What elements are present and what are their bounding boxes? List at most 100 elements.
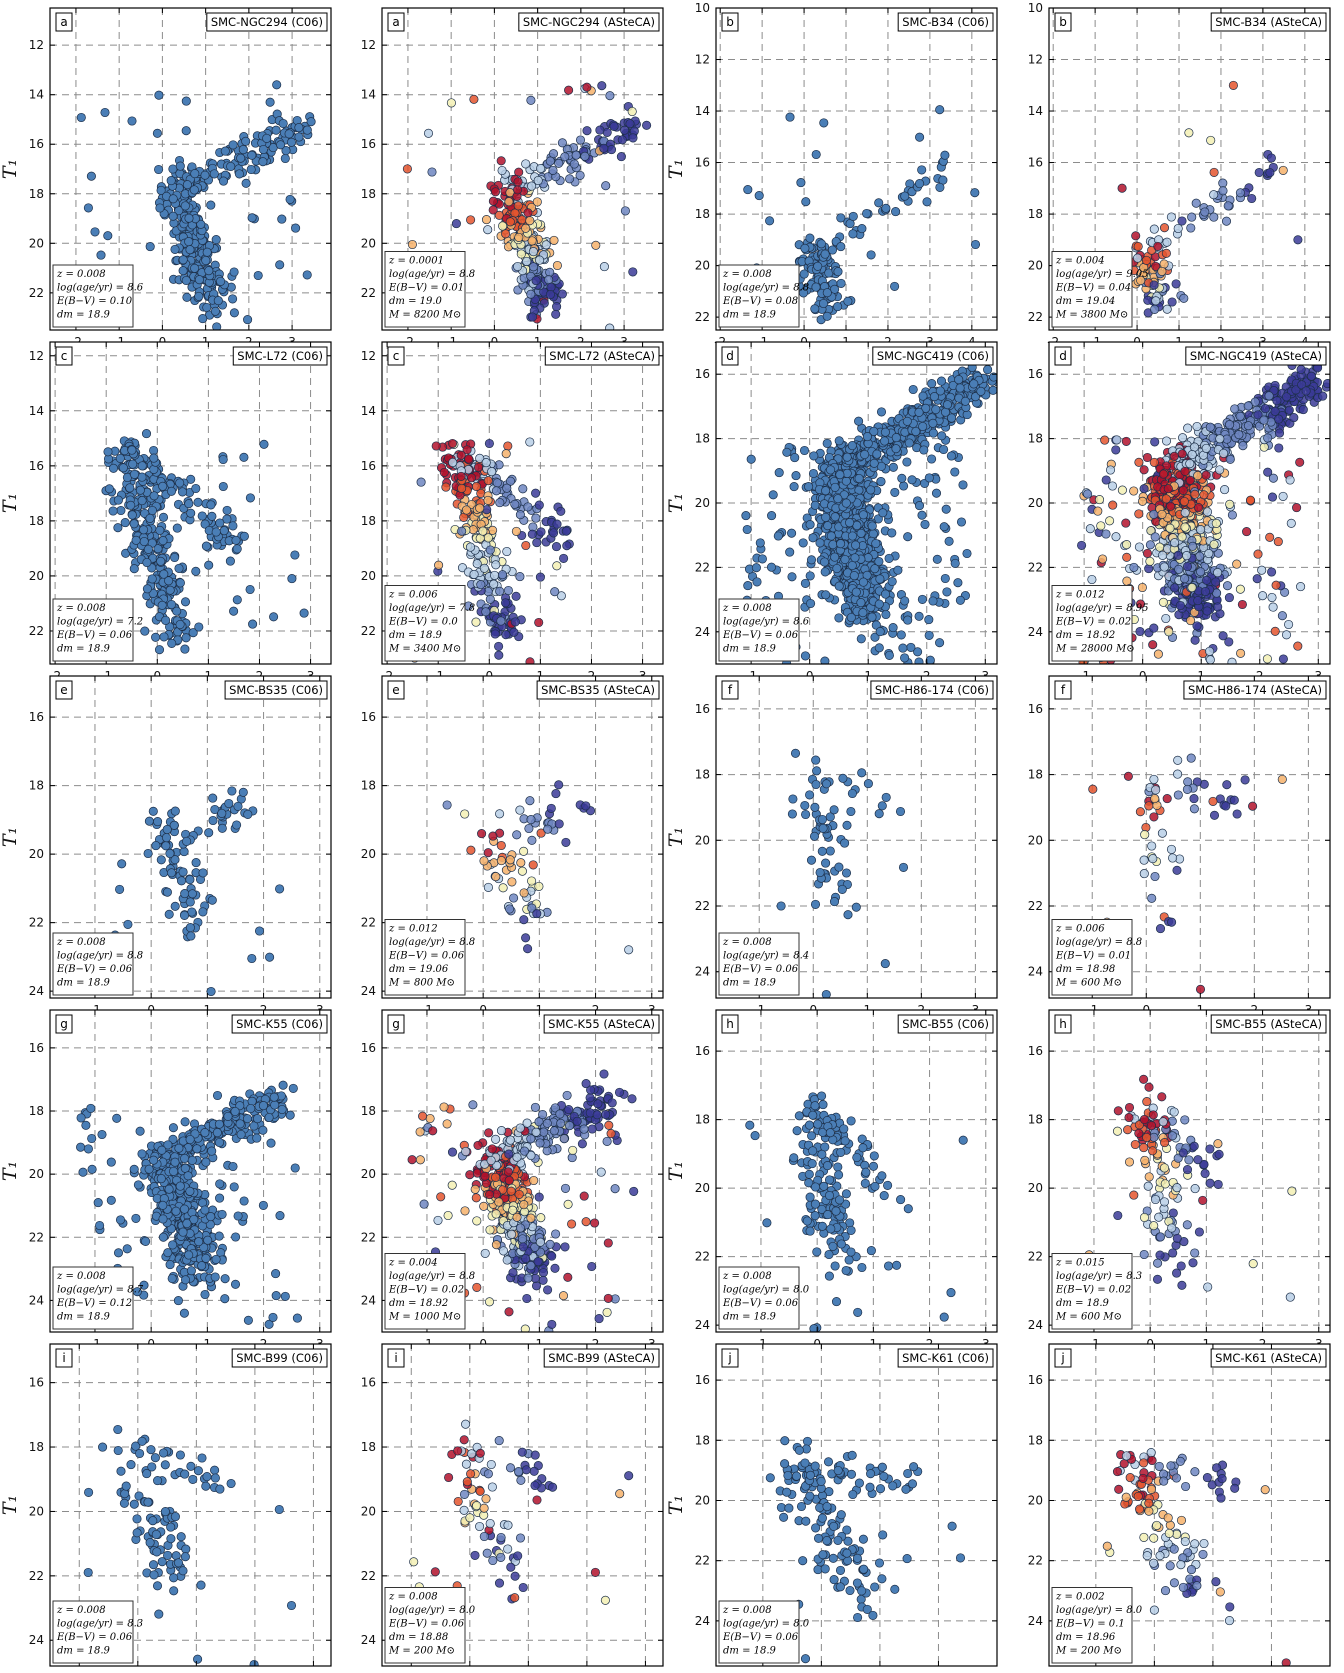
- fit-parameter-line: log(age/yr) = 8.95: [1056, 603, 1149, 614]
- star-point: [552, 561, 562, 571]
- star-point: [149, 445, 159, 456]
- star-point: [1278, 165, 1288, 175]
- y-tick-label: 14: [1028, 104, 1043, 118]
- star-point: [427, 167, 437, 177]
- star-point: [239, 452, 249, 462]
- star-point: [208, 793, 218, 803]
- star-point: [181, 633, 191, 643]
- star-point: [1215, 434, 1225, 444]
- star-point: [595, 125, 605, 135]
- y-tick-label: 22: [361, 286, 376, 300]
- star-point: [935, 638, 945, 648]
- star-point: [800, 243, 810, 253]
- star-point: [175, 161, 185, 171]
- star-point: [1235, 411, 1245, 421]
- star-point: [1277, 611, 1287, 621]
- y-tick-label: 14: [29, 88, 44, 102]
- grid: [1049, 8, 1330, 330]
- star-point: [854, 473, 864, 484]
- star-point: [1101, 529, 1111, 539]
- star-point: [431, 441, 441, 451]
- star-point: [1184, 128, 1194, 138]
- star-point: [166, 599, 177, 610]
- plot-frame: [1048, 7, 1331, 331]
- star-point: [1209, 190, 1219, 200]
- fit-parameter-line: E(B−V) = 0.06: [56, 630, 133, 641]
- star-point: [931, 488, 942, 498]
- star-point: [954, 375, 964, 385]
- star-point: [129, 564, 139, 574]
- star-point: [483, 476, 493, 486]
- star-point: [1202, 606, 1212, 616]
- star-point: [766, 562, 777, 572]
- star-point: [527, 181, 537, 191]
- fit-parameter-line: dm = 18.9: [389, 630, 443, 641]
- star-point: [560, 152, 570, 162]
- star-point: [873, 514, 883, 524]
- star-point: [1274, 443, 1284, 453]
- star-point: [551, 542, 562, 552]
- y-tick-label: 10: [1028, 1, 1043, 15]
- star-point: [534, 500, 544, 510]
- star-point: [521, 540, 531, 551]
- star-point: [872, 449, 882, 459]
- star-point: [914, 501, 925, 511]
- star-point: [1162, 237, 1172, 247]
- star-point: [501, 449, 511, 459]
- star-point: [1141, 255, 1152, 265]
- y-tick-label: 18: [1028, 432, 1043, 446]
- star-point: [875, 627, 885, 637]
- star-point: [153, 544, 163, 554]
- stars: [741, 362, 997, 664]
- star-point: [129, 519, 139, 529]
- star-point: [896, 630, 906, 640]
- star-point: [479, 563, 489, 573]
- star-point: [609, 121, 619, 131]
- star-point: [302, 270, 312, 280]
- star-point: [1177, 449, 1187, 459]
- star-point: [521, 159, 531, 169]
- star-point: [115, 453, 125, 463]
- star-point: [125, 483, 135, 493]
- star-point: [955, 383, 965, 393]
- star-point: [96, 250, 106, 260]
- star-point: [475, 453, 485, 463]
- star-point: [1267, 592, 1277, 603]
- star-point: [166, 486, 177, 496]
- star-point: [434, 560, 444, 570]
- star-point: [245, 493, 255, 503]
- star-point: [808, 533, 818, 543]
- star-point: [140, 626, 150, 636]
- y-tick-label: 20: [1028, 496, 1043, 510]
- star-point: [193, 497, 203, 507]
- star-point: [1289, 413, 1299, 423]
- star-point: [145, 242, 155, 252]
- y-tick-label: 14: [361, 88, 376, 102]
- star-point: [1151, 261, 1161, 271]
- star-point: [457, 483, 467, 493]
- star-point: [841, 476, 851, 486]
- star-point: [830, 552, 840, 562]
- star-point: [175, 578, 185, 588]
- star-point: [281, 146, 291, 156]
- y-tick-label: 16: [1028, 156, 1043, 170]
- star-point: [902, 416, 912, 426]
- star-point: [190, 169, 200, 179]
- fit-parameter-line: z = 0.008: [56, 603, 106, 614]
- y-axis-label: T₁: [665, 493, 687, 513]
- star-point: [884, 650, 894, 660]
- star-point: [549, 528, 559, 538]
- star-point: [227, 786, 237, 796]
- star-point: [239, 531, 249, 541]
- star-point: [497, 165, 507, 176]
- star-point: [462, 445, 472, 455]
- star-point: [471, 617, 481, 627]
- star-point: [191, 566, 201, 576]
- y-tick-label: 16: [29, 137, 44, 151]
- star-point: [488, 205, 498, 215]
- star-point: [805, 571, 815, 581]
- star-point: [503, 441, 513, 451]
- star-point: [126, 500, 136, 510]
